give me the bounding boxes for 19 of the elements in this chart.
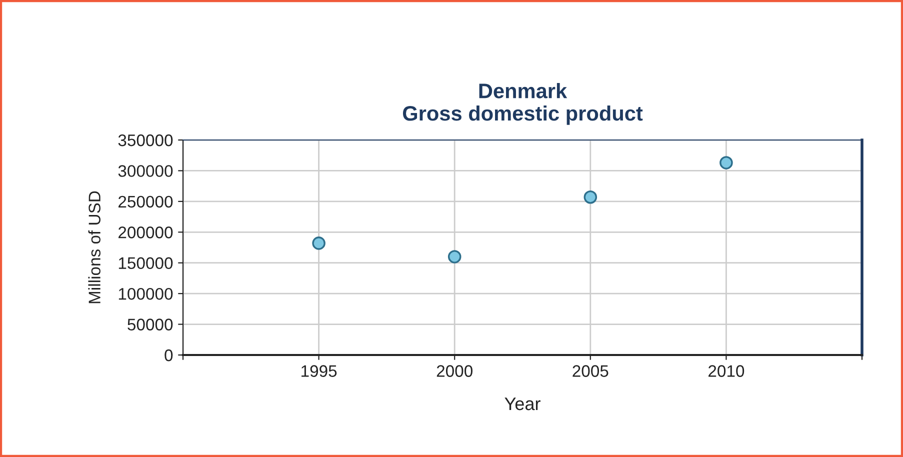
- y-tick-label: 250000: [118, 196, 173, 208]
- y-tick-label: 0: [164, 349, 173, 362]
- y-tick-label: 300000: [118, 165, 173, 177]
- y-axis-title: Millions of USD: [88, 191, 100, 304]
- y-tick-label: 100000: [118, 288, 173, 300]
- y-tick-label: 350000: [118, 134, 173, 146]
- x-tick-label: 2005: [572, 365, 608, 377]
- point: [448, 250, 462, 264]
- point: [584, 190, 598, 204]
- y-tick-label: 50000: [128, 318, 173, 330]
- x-tick-label: 2000: [436, 365, 472, 377]
- y-tick-label: 150000: [118, 257, 173, 270]
- x-axis-title: Year: [504, 398, 540, 410]
- point: [312, 236, 326, 250]
- y-tick-label: 200000: [118, 226, 173, 238]
- x-tick-label: 2010: [708, 365, 744, 377]
- point: [720, 156, 733, 170]
- chart-title: Denmark Gross domestic product: [402, 83, 643, 125]
- x-tick-label: 1995: [302, 365, 337, 377]
